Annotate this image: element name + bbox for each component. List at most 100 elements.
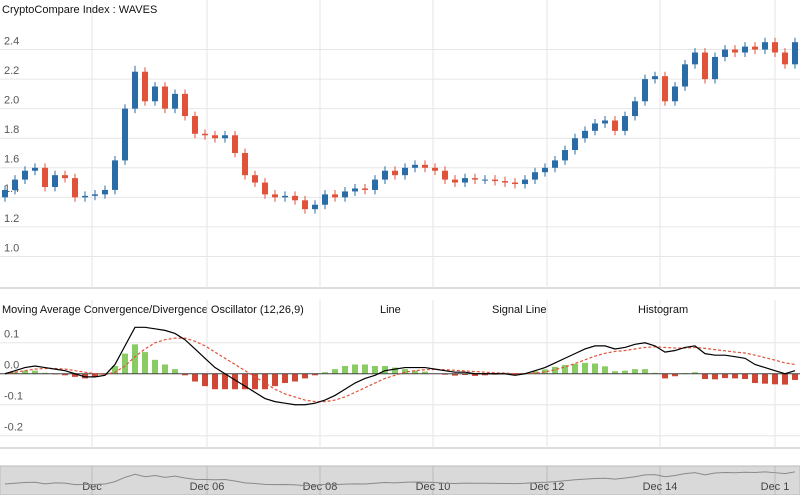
histogram-bar — [12, 372, 18, 374]
candle-body — [642, 79, 648, 102]
y-tick-label: 1.8 — [4, 124, 19, 136]
histogram-bar — [732, 373, 738, 379]
x-tick-label: Dec 10 — [416, 481, 451, 493]
histogram-bar — [192, 373, 198, 382]
x-tick-label: Dec 06 — [190, 481, 225, 493]
histogram-bar — [212, 373, 218, 390]
candle-body — [772, 42, 778, 53]
candle-body — [252, 175, 258, 183]
histogram-bar — [142, 352, 148, 374]
histogram-bar — [542, 369, 548, 374]
histogram-bar — [312, 373, 318, 376]
navigator[interactable] — [0, 465, 800, 495]
histogram-bar — [662, 373, 668, 379]
navigator-line — [4, 471, 796, 487]
histogram-bar — [642, 369, 648, 374]
histogram-bar — [152, 359, 158, 374]
histogram-bar — [382, 366, 388, 374]
histogram-bar — [242, 373, 248, 390]
candle-body — [2, 189, 8, 198]
candle-body — [492, 179, 498, 182]
candle-body — [472, 178, 478, 180]
histogram-bar — [562, 365, 568, 374]
candle-body — [122, 108, 128, 161]
macd-line — [4, 326, 796, 406]
candle-body — [342, 191, 348, 198]
histogram-bar — [352, 364, 358, 374]
candle-body — [352, 188, 358, 192]
candle-body — [322, 194, 328, 205]
candle-body — [612, 120, 618, 131]
candle-body — [672, 86, 678, 102]
y-tick-label: 1.6 — [4, 154, 19, 166]
candle-body — [582, 130, 588, 139]
candle-body — [522, 179, 528, 185]
legend-item: Histogram — [638, 304, 688, 316]
histogram-bar — [302, 373, 308, 379]
candle-body — [782, 52, 788, 65]
candle-body — [362, 188, 368, 190]
x-tick-label: Dec 08 — [303, 481, 338, 493]
candle-body — [262, 182, 268, 195]
candle-body — [382, 170, 388, 180]
candle-body — [172, 93, 178, 109]
candle-body — [482, 179, 488, 181]
histogram-bar — [202, 373, 208, 387]
x-tick-label: Dec — [82, 481, 102, 493]
candle-body — [312, 204, 318, 210]
histogram-bar — [472, 373, 478, 376]
candle-body — [92, 194, 98, 196]
histogram-bar — [232, 373, 238, 390]
histogram-bar — [402, 369, 408, 374]
signal-line — [4, 337, 796, 403]
candle-body — [562, 150, 568, 161]
histogram-bar — [122, 353, 128, 374]
candle-body — [652, 76, 658, 80]
candle-body — [712, 56, 718, 80]
candle-body — [272, 194, 278, 198]
legend-item: Line — [380, 304, 401, 316]
histogram-bar — [742, 373, 748, 380]
histogram-bar — [592, 363, 598, 374]
histogram-bar — [782, 373, 788, 385]
candle-body — [422, 164, 428, 168]
candle-body — [592, 123, 598, 131]
histogram-bar — [262, 373, 268, 390]
chart-title: CryptoCompare Index : WAVES — [2, 4, 157, 16]
candle-body — [82, 195, 88, 198]
candle-body — [22, 170, 28, 180]
histogram-bar — [92, 373, 98, 377]
candle-body — [692, 52, 698, 65]
histogram-bar — [482, 373, 488, 376]
candle-body — [412, 164, 418, 168]
candle-body — [62, 175, 68, 179]
candle-body — [722, 49, 728, 57]
histogram-bar — [172, 369, 178, 374]
histogram-bar — [612, 371, 618, 374]
candle-body — [142, 71, 148, 102]
histogram-bar — [412, 370, 418, 374]
macd-title: Moving Average Convergence/Divergence Os… — [2, 304, 304, 316]
x-tick-label: Dec 12 — [530, 481, 565, 493]
histogram-bar — [282, 373, 288, 384]
y-tick-label: -0.1 — [4, 391, 23, 403]
y-tick-label: 2.4 — [4, 35, 19, 47]
histogram-bar — [552, 366, 558, 374]
candle-body — [182, 93, 188, 117]
histogram-bar — [582, 362, 588, 374]
candle-body — [72, 178, 78, 198]
histogram-bar — [702, 373, 708, 380]
candle-body — [442, 170, 448, 180]
candle-body — [202, 133, 208, 136]
histogram-bar — [62, 373, 68, 376]
candle-body — [282, 195, 288, 198]
histogram-bar — [572, 363, 578, 374]
candle-body — [12, 179, 18, 190]
candle-body — [732, 49, 738, 53]
histogram-bar — [162, 364, 168, 374]
histogram-bar — [332, 369, 338, 374]
histogram-bar — [792, 373, 798, 380]
candle-body — [572, 138, 578, 151]
candle-body — [552, 160, 558, 168]
